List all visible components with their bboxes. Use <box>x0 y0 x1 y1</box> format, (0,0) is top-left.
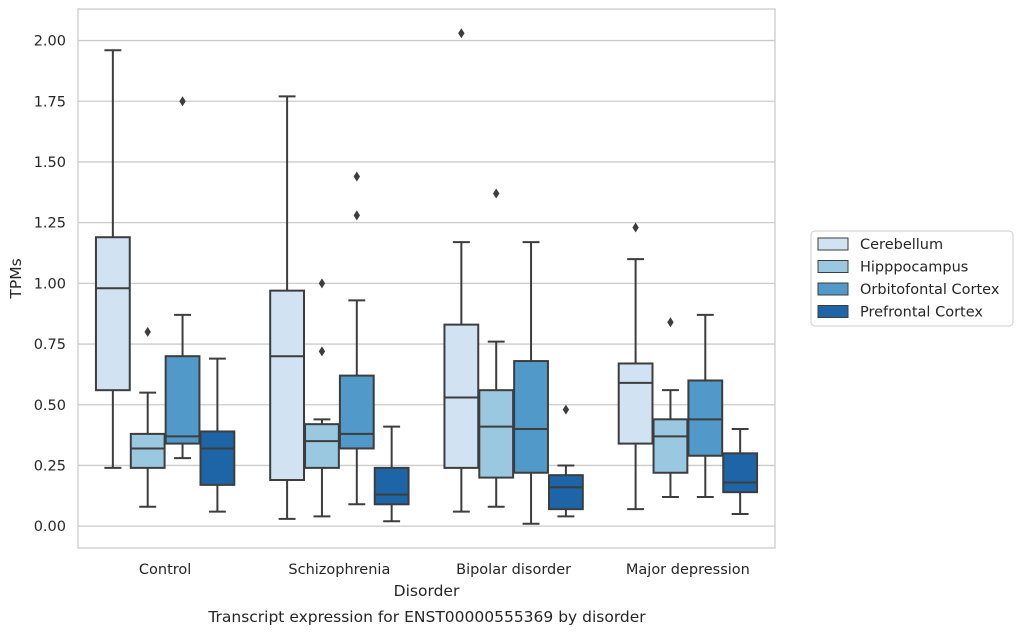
x-tick-label: Major depression <box>626 562 750 578</box>
outlier-point <box>318 278 326 289</box>
box-prefrontal-cortex <box>547 404 584 518</box>
iqr-box <box>164 355 201 445</box>
outlier-point <box>144 326 151 337</box>
y-tick-label: 0.50 <box>34 398 66 414</box>
iqr-box <box>338 374 375 450</box>
iqr-box <box>722 452 759 494</box>
outlier-point <box>632 222 639 233</box>
iqr-box <box>199 430 236 486</box>
outlier-point <box>353 210 360 221</box>
y-tick-labels: 0.00 0.25 0.50 0.75 1.00 1.25 1.50 1.75 2.00 <box>34 34 66 536</box>
iqr-box <box>129 432 166 469</box>
box-cerebellum <box>443 28 480 513</box>
y-tick-label: 2.00 <box>34 34 66 50</box>
y-tick-label: 1.50 <box>34 155 66 171</box>
iqr-box <box>513 360 549 474</box>
outlier-point <box>353 171 360 182</box>
box-orbitofontal-cortex <box>338 171 375 506</box>
legend-swatch <box>817 282 849 296</box>
box-orbitofontal-cortex <box>513 241 549 525</box>
x-tick-label: Bipolar disorder <box>456 562 571 578</box>
box-hipppocampus <box>129 326 166 508</box>
box-hipppocampus <box>478 188 515 508</box>
y-axis-label: TPMs <box>7 258 25 299</box>
iqr-box <box>652 418 689 474</box>
box-cerebellum <box>269 95 306 520</box>
x-tick-labels: Control Schizophrenia Bipolar disorder Majo… <box>139 562 750 578</box>
y-tick-label: 1.25 <box>34 216 66 232</box>
y-tick-label: 0.25 <box>34 458 66 474</box>
box-cerebellum <box>617 222 654 511</box>
x-axis-label: Disorder <box>394 582 460 600</box>
iqr-box <box>94 236 131 392</box>
box-groups <box>94 28 759 525</box>
box-prefrontal-cortex <box>722 428 759 516</box>
iqr-box <box>373 466 410 506</box>
outlier-point <box>562 404 570 415</box>
x-tick-label: Schizophrenia <box>288 562 390 578</box>
y-tick-label: 0.75 <box>34 337 66 353</box>
iqr-box <box>269 289 306 482</box>
box-cerebellum <box>94 49 131 469</box>
legend-label: Prefrontal Cortex <box>860 305 983 321</box>
iqr-box <box>687 379 724 457</box>
iqr-box <box>547 474 584 511</box>
legend: Cerebellum Hipppocampus Orbitofontal Corte… <box>810 230 1014 327</box>
box-hipppocampus <box>304 278 340 518</box>
legend-swatch <box>817 260 849 273</box>
box-prefrontal-cortex <box>199 357 236 513</box>
iqr-box <box>617 362 654 445</box>
plot-frame <box>77 8 776 549</box>
outlier-point <box>493 188 500 199</box>
box-prefrontal-cortex <box>373 425 410 523</box>
chart-caption: Transcript expression for ENST0000055536… <box>207 608 646 626</box>
legend-label: Orbitofontal Cortex <box>860 282 1000 298</box>
box-hipppocampus <box>652 317 689 499</box>
x-tick-label: Control <box>139 562 191 578</box>
box-orbitofontal-cortex <box>687 313 724 499</box>
outlier-point <box>667 317 674 328</box>
outlier-point <box>458 28 465 39</box>
outlier-point <box>318 346 326 357</box>
iqr-box <box>304 423 340 469</box>
box-orbitofontal-cortex <box>164 96 201 460</box>
legend-swatch <box>817 237 849 251</box>
iqr-box <box>443 323 480 469</box>
iqr-box <box>478 389 515 479</box>
y-tick-label: 1.75 <box>34 94 66 110</box>
y-tick-label: 1.00 <box>34 276 66 292</box>
legend-label: Cerebellum <box>860 237 943 253</box>
legend-swatch <box>817 305 849 318</box>
outlier-point <box>179 96 186 107</box>
y-tick-label: 0.00 <box>34 519 66 535</box>
legend-label: Hipppocampus <box>860 260 968 276</box>
legend-frame <box>810 230 1014 327</box>
